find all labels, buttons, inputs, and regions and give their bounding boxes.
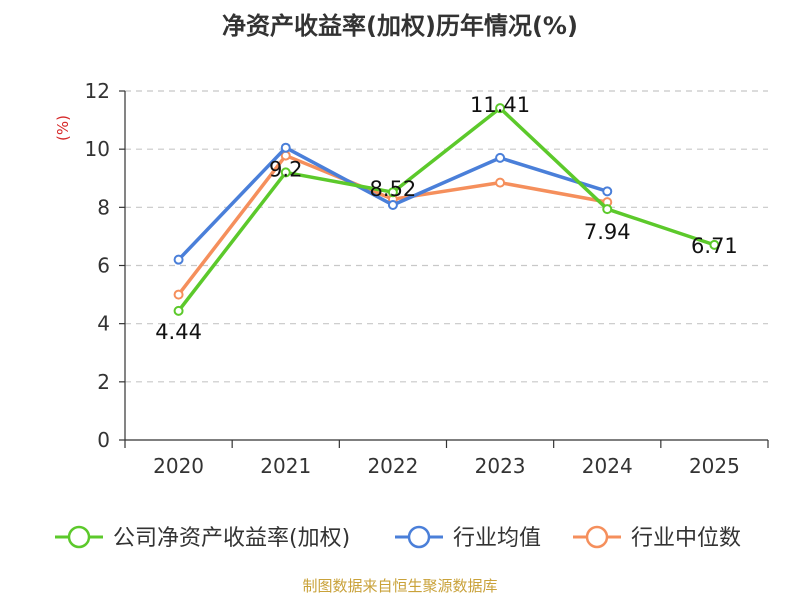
data-label: 4.44 xyxy=(155,320,202,344)
data-point xyxy=(602,186,613,197)
y-tick-label: 6 xyxy=(97,254,110,278)
data-point xyxy=(280,142,291,153)
legend-label: 公司净资产收益率(加权) xyxy=(113,526,350,551)
x-tick-label: 2020 xyxy=(153,454,204,478)
source-note: 制图数据来自恒生聚源数据库 xyxy=(302,577,497,595)
data-point xyxy=(602,204,613,215)
legend-marker xyxy=(585,525,609,549)
y-tick-label: 10 xyxy=(85,137,110,161)
series-layer xyxy=(173,103,720,316)
data-label: 8.52 xyxy=(370,177,417,201)
legend-marker xyxy=(67,525,91,549)
y-tick-label: 8 xyxy=(97,195,110,219)
axes: 0 2 4 6 8 10 12 2020 2021 2022 2023 2024 2025 xyxy=(85,79,769,478)
x-tick-label: 2022 xyxy=(367,454,418,478)
chart-title: 净资产收益率(加权)历年情况(%) xyxy=(222,12,578,40)
data-labels: 4.44 9.2 8.52 11.41 7.94 6.71 xyxy=(155,93,738,344)
y-tick-label: 2 xyxy=(97,370,110,394)
data-point xyxy=(709,239,720,250)
x-tick-label: 2023 xyxy=(475,454,526,478)
data-point xyxy=(173,289,184,300)
data-label: 9.2 xyxy=(269,157,302,181)
y-tick-label: 12 xyxy=(85,79,110,103)
data-point xyxy=(495,177,506,188)
legend-label: 行业均值 xyxy=(453,526,541,551)
x-tick-label: 2024 xyxy=(582,454,633,478)
legend-item-2[interactable]: 行业中位数 xyxy=(573,525,741,551)
legend-label: 行业中位数 xyxy=(631,526,741,551)
legend-item-1[interactable]: 行业均值 xyxy=(395,525,541,551)
y-tick-label: 0 xyxy=(97,428,110,452)
legend: 公司净资产收益率(加权) 行业均值 行业中位数 xyxy=(55,525,741,551)
data-point xyxy=(387,200,398,211)
data-label: 7.94 xyxy=(584,220,631,244)
x-tick-label: 2025 xyxy=(689,454,740,478)
data-label: 11.41 xyxy=(470,93,530,117)
legend-item-0[interactable]: 公司净资产收益率(加权) xyxy=(55,525,350,551)
x-tick-label: 2021 xyxy=(260,454,311,478)
data-point xyxy=(173,305,184,316)
series-line-0 xyxy=(177,106,715,312)
y-tick-label: 4 xyxy=(97,312,110,336)
data-point xyxy=(495,103,506,114)
data-label: 6.71 xyxy=(691,234,738,258)
data-point xyxy=(495,152,506,163)
data-point xyxy=(387,187,398,198)
data-point xyxy=(280,167,291,178)
data-point xyxy=(173,254,184,265)
y-axis-unit-label: (%) xyxy=(54,115,72,141)
legend-marker xyxy=(407,525,431,549)
